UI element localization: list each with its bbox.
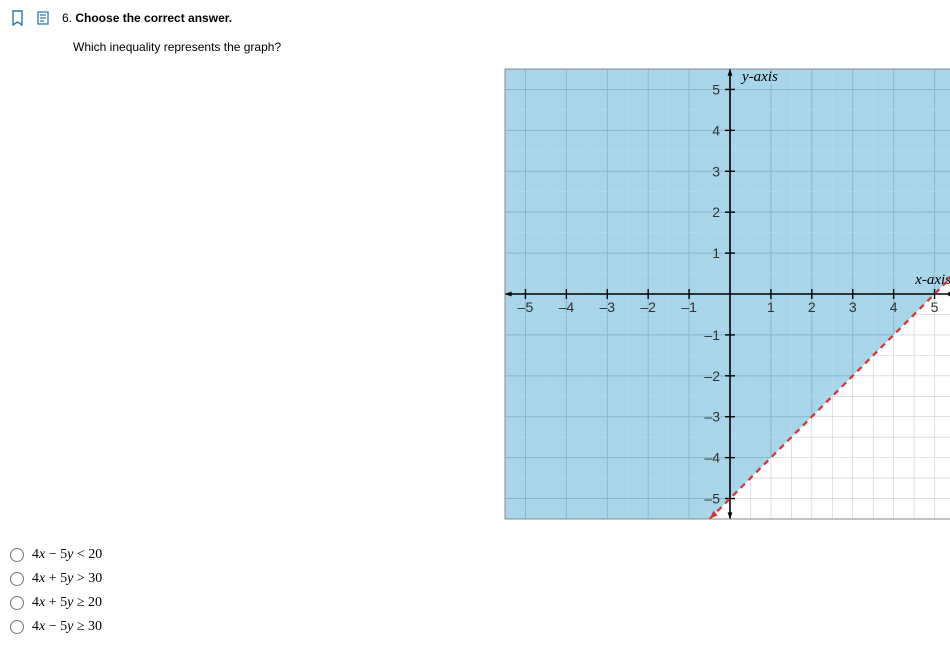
svg-text:–5: –5: [704, 491, 720, 507]
answer-option[interactable]: 4x + 5y ≥ 20: [10, 595, 950, 611]
svg-text:–1: –1: [681, 299, 697, 315]
svg-text:–5: –5: [518, 299, 534, 315]
svg-text:–4: –4: [704, 450, 720, 466]
answer-label: 4x − 5y ≥ 30: [32, 619, 102, 635]
answer-option[interactable]: 4x − 5y < 20: [10, 547, 950, 563]
answer-radio[interactable]: [10, 596, 24, 610]
question-title: 6. Choose the correct answer.: [62, 11, 232, 25]
question-title-text: Choose the correct answer.: [75, 11, 232, 25]
question-number: 6.: [62, 11, 72, 25]
svg-text:–3: –3: [704, 409, 720, 425]
question-prompt: Which inequality represents the graph?: [73, 40, 950, 54]
svg-text:1: 1: [767, 299, 775, 315]
svg-text:x-axis: x-axis: [914, 272, 950, 288]
inequality-chart: –5 –4 –3 –2 –1 1 2 3 4 5 –5 –4 –3 –2 –1 1 2 3 4 5 y-axis x-ax…: [500, 64, 950, 527]
answer-label: 4x + 5y ≥ 20: [32, 595, 102, 611]
svg-text:–2: –2: [640, 299, 656, 315]
svg-text:4: 4: [890, 299, 898, 315]
svg-text:5: 5: [712, 81, 720, 97]
answer-radio[interactable]: [10, 620, 24, 634]
svg-text:y-axis: y-axis: [740, 69, 778, 85]
answer-label: 4x + 5y > 30: [32, 571, 102, 587]
note-icon[interactable]: [36, 10, 52, 26]
svg-text:3: 3: [712, 163, 720, 179]
svg-text:2: 2: [712, 204, 720, 220]
answer-option[interactable]: 4x + 5y > 30: [10, 571, 950, 587]
svg-text:–3: –3: [599, 299, 615, 315]
svg-text:–2: –2: [704, 368, 720, 384]
answer-radio[interactable]: [10, 548, 24, 562]
svg-text:3: 3: [849, 299, 857, 315]
svg-text:1: 1: [712, 245, 720, 261]
answer-options: 4x − 5y < 20 4x + 5y > 30 4x + 5y ≥ 20 4x −…: [10, 547, 950, 635]
svg-text:5: 5: [931, 299, 939, 315]
svg-text:–4: –4: [559, 299, 575, 315]
answer-label: 4x − 5y < 20: [32, 547, 102, 563]
svg-text:–1: –1: [704, 327, 720, 343]
svg-text:4: 4: [712, 122, 720, 138]
svg-text:2: 2: [808, 299, 816, 315]
answer-radio[interactable]: [10, 572, 24, 586]
answer-option[interactable]: 4x − 5y ≥ 30: [10, 619, 950, 635]
bookmark-icon[interactable]: [10, 10, 26, 26]
